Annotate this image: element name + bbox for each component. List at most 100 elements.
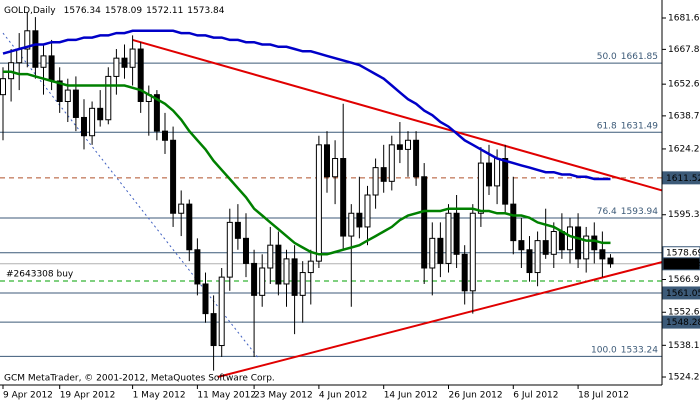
candle-body: [161, 130, 168, 141]
candle-body: [502, 158, 509, 205]
candle-body: [259, 267, 266, 296]
price-box-label: 1611.52: [666, 174, 700, 184]
candle-body: [72, 89, 79, 118]
price-box: [662, 315, 700, 329]
y-tick-label: 1624.20: [668, 144, 700, 154]
candle-body: [534, 240, 541, 274]
candle-body: [388, 144, 395, 182]
candle-body: [275, 244, 282, 285]
x-tick-label: 14 Jun 2012: [384, 391, 438, 401]
candle-body: [178, 203, 185, 214]
x-tick-label: 23 May 2012: [254, 391, 313, 401]
level-value: 1661.85: [621, 52, 658, 62]
candle-body: [186, 203, 193, 251]
x-tick-label: 1 May 2012: [133, 391, 186, 401]
level-label: 100.0 1533.24: [591, 345, 658, 355]
candle-body: [607, 257, 614, 265]
y-tick-label: 1681.61: [668, 13, 700, 23]
trendline: [2, 32, 259, 359]
candle-body: [40, 55, 47, 68]
candle-body: [575, 226, 582, 260]
candle-body: [542, 240, 549, 255]
candle-body: [485, 162, 492, 187]
candle-body: [429, 237, 436, 269]
candle-body: [477, 162, 484, 214]
candle-body: [364, 194, 371, 228]
candle-body: [48, 55, 55, 82]
candle-body: [153, 94, 160, 132]
candle-body: [194, 249, 201, 285]
candle-body: [396, 144, 403, 150]
price-box: [662, 171, 700, 185]
candle-body: [413, 139, 420, 178]
y-tick-label: 1552.60: [668, 308, 700, 318]
candle-body: [105, 75, 112, 121]
high: 1578.09: [105, 6, 142, 16]
candle-body: [80, 116, 87, 137]
candle-body: [558, 231, 565, 251]
candle-body: [251, 262, 258, 296]
candle-body: [283, 258, 290, 285]
candle-body: [129, 48, 136, 68]
copyright: GCM MetaTrader, © 2001-2012, MetaQuotes …: [4, 374, 275, 384]
candle-body: [437, 237, 444, 264]
candle-body: [97, 107, 104, 121]
candle-body: [218, 276, 225, 347]
candle-body: [299, 272, 306, 296]
candle-body: [242, 237, 249, 264]
candle-body: [234, 221, 241, 239]
candle-body: [348, 212, 355, 237]
candle-body: [591, 235, 598, 251]
candle-body: [340, 158, 347, 237]
level-label: 76.4 1593.94: [597, 206, 659, 216]
open: 1576.34: [64, 6, 101, 16]
candle-body: [226, 221, 233, 278]
level-label: 50.0 1661.85: [597, 52, 658, 62]
candle-body: [566, 226, 573, 251]
candle-body: [0, 78, 6, 96]
level-label: 61.8 1631.49: [597, 121, 659, 131]
candle-body: [323, 144, 330, 178]
candle-body: [307, 260, 314, 274]
candle-body: [56, 80, 63, 102]
candle-body: [267, 244, 274, 269]
y-tick-label: 1638.70: [668, 111, 700, 121]
candle-body: [89, 107, 96, 137]
level-value: 1533.24: [621, 345, 658, 355]
y-tick-label: 1595.35: [668, 210, 700, 220]
low: 1572.11: [146, 6, 183, 16]
price-box: [662, 257, 700, 271]
level-name: 50.0: [597, 52, 617, 62]
candle-body: [599, 249, 606, 260]
candle-body: [372, 167, 379, 196]
candle-body: [445, 212, 452, 264]
price-box-label: 1573.84: [666, 260, 700, 270]
candle-body: [210, 313, 217, 347]
candle-body: [202, 283, 209, 315]
level-name: 76.4: [597, 206, 617, 216]
level-name: 61.8: [597, 121, 617, 131]
candle-body: [494, 158, 501, 187]
level-value: 1631.49: [621, 121, 658, 131]
candle-body: [461, 253, 468, 292]
x-tick-label: 6 Jul 2012: [513, 391, 558, 401]
candle-body: [137, 48, 144, 102]
level-value: 1593.94: [621, 206, 658, 216]
price-box: [662, 286, 700, 300]
close: 1573.84: [187, 6, 224, 16]
candle-body: [113, 57, 120, 77]
moving-average: [2, 29, 611, 181]
x-tick-label: 18 Jul 2012: [578, 391, 629, 401]
candle-body: [170, 139, 177, 214]
price-box-label: 1548.28: [666, 318, 700, 328]
x-tick-label: 9 Apr 2012: [3, 391, 53, 401]
y-tick-label: 1524.20: [668, 373, 700, 383]
candle-body: [356, 212, 363, 228]
candle-body: [518, 240, 525, 251]
y-tick-label: 1652.60: [668, 80, 700, 90]
candle-body: [16, 48, 23, 64]
level-label: #2643308 buy: [6, 269, 74, 279]
level-name: 100.0: [591, 345, 617, 355]
candle-body: [32, 30, 39, 68]
